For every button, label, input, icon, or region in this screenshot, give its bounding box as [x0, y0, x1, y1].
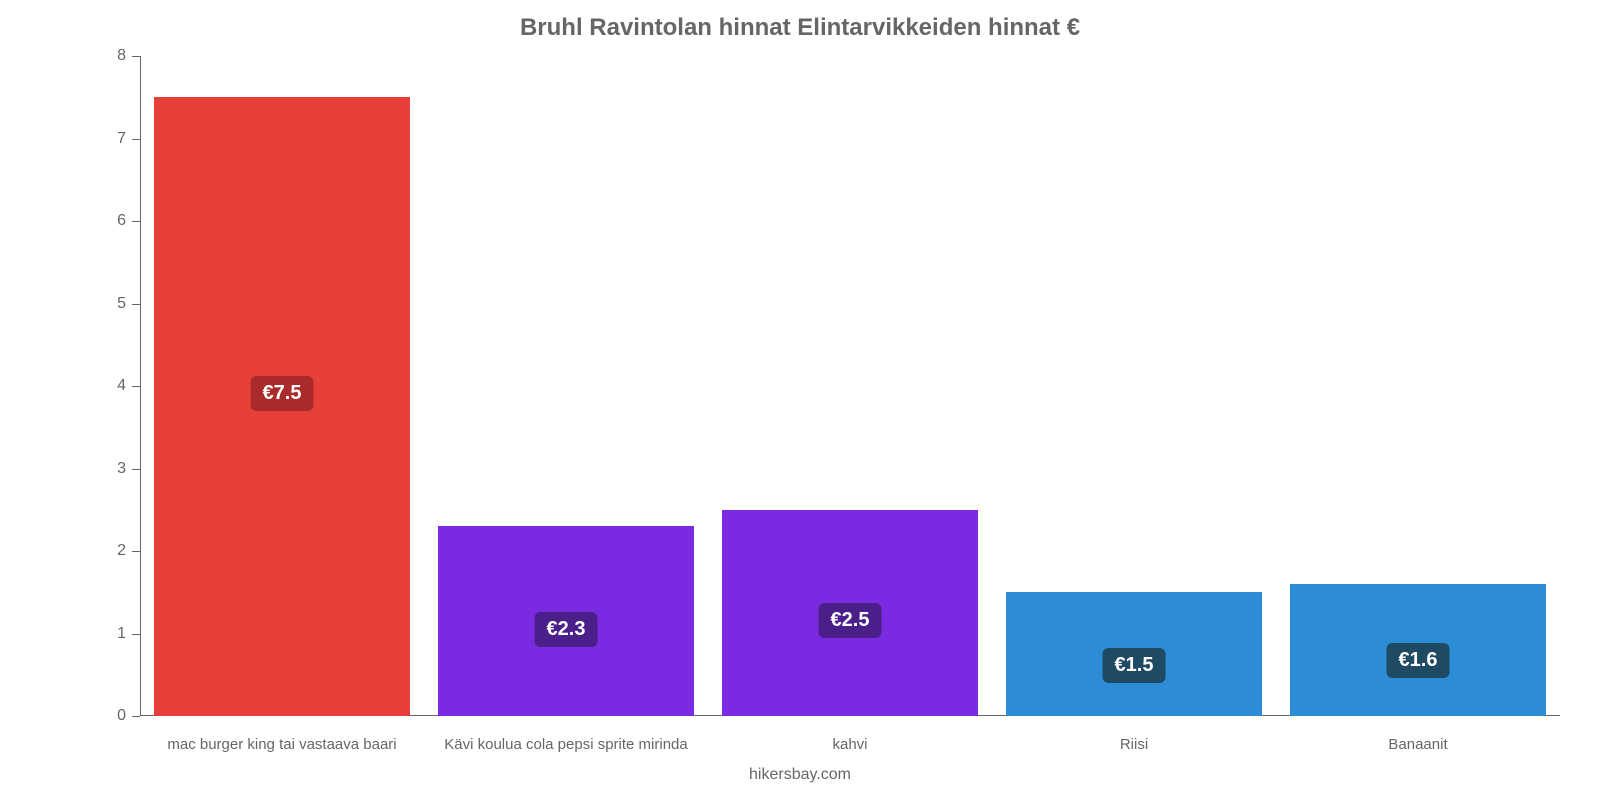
y-tick-mark [132, 56, 140, 57]
category-label: Banaanit [1388, 736, 1447, 753]
y-tick-label: 8 [96, 47, 126, 65]
chart-title: Bruhl Ravintolan hinnat Elintarvikkeiden… [0, 14, 1600, 42]
y-tick-label: 6 [96, 212, 126, 230]
value-badge: €1.5 [1103, 648, 1166, 683]
y-tick-label: 3 [96, 460, 126, 478]
y-tick-label: 4 [96, 377, 126, 395]
y-tick-mark [132, 304, 140, 305]
value-badge: €2.5 [819, 603, 882, 638]
y-tick-mark [132, 139, 140, 140]
category-label: Riisi [1120, 736, 1148, 753]
y-tick-mark [132, 551, 140, 552]
y-axis-line [140, 56, 141, 716]
plot-area: 012345678€7.5mac burger king tai vastaav… [140, 56, 1560, 716]
y-tick-label: 7 [96, 130, 126, 148]
value-badge: €1.6 [1387, 643, 1450, 678]
y-tick-label: 2 [96, 542, 126, 560]
category-label: Kävi koulua cola pepsi sprite mirinda [444, 736, 687, 753]
y-tick-mark [132, 634, 140, 635]
y-tick-mark [132, 221, 140, 222]
y-tick-mark [132, 386, 140, 387]
y-tick-label: 5 [96, 295, 126, 313]
value-badge: €7.5 [251, 376, 314, 411]
price-bar-chart: Bruhl Ravintolan hinnat Elintarvikkeiden… [0, 0, 1600, 800]
category-label: mac burger king tai vastaava baari [167, 736, 396, 753]
category-label: kahvi [832, 736, 867, 753]
y-tick-label: 1 [96, 625, 126, 643]
y-tick-mark [132, 469, 140, 470]
y-tick-mark [132, 716, 140, 717]
chart-footer: hikersbay.com [0, 766, 1600, 784]
value-badge: €2.3 [535, 612, 598, 647]
y-tick-label: 0 [96, 707, 126, 725]
